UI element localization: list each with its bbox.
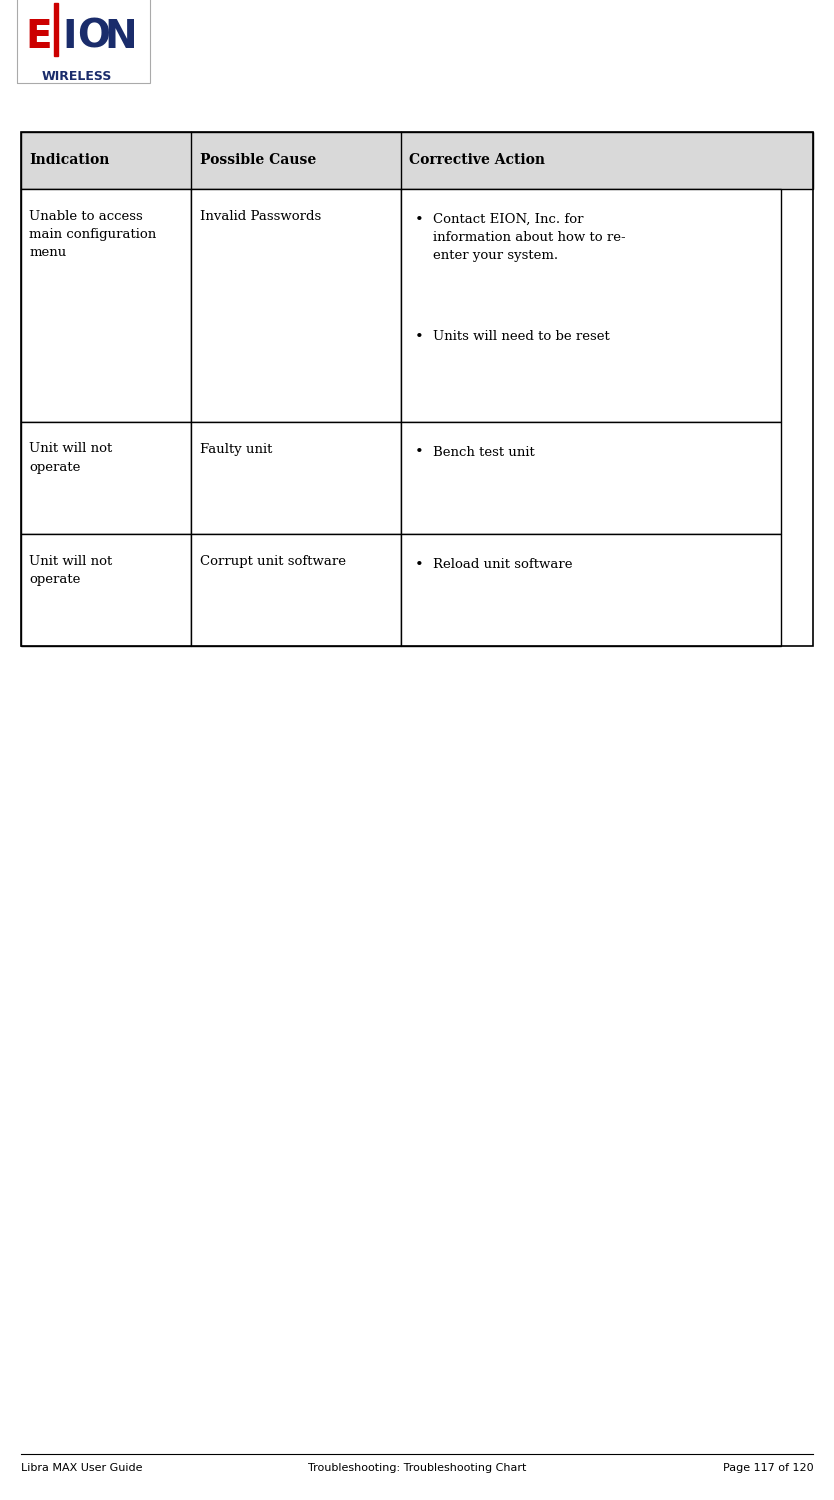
Text: N: N	[104, 18, 137, 56]
Text: Corrupt unit software: Corrupt unit software	[199, 555, 345, 568]
Text: I: I	[63, 18, 77, 56]
Bar	[21, 189, 191, 422]
Text: Units will need to be reset: Units will need to be reset	[433, 330, 610, 344]
Bar	[191, 189, 401, 422]
Bar	[21, 534, 191, 646]
Bar	[401, 189, 781, 422]
Bar	[21, 132, 813, 646]
Text: WIRELESS: WIRELESS	[42, 70, 112, 84]
Text: Invalid Passwords: Invalid Passwords	[199, 210, 321, 224]
Text: Possible Cause: Possible Cause	[199, 153, 316, 168]
Bar	[191, 534, 401, 646]
Text: •: •	[414, 558, 423, 572]
Text: Troubleshooting: Troubleshooting Chart: Troubleshooting: Troubleshooting Chart	[308, 1462, 526, 1473]
Text: Faulty unit: Faulty unit	[199, 442, 272, 456]
Text: Corrective Action: Corrective Action	[409, 153, 545, 168]
Text: Unit will not
operate: Unit will not operate	[29, 555, 113, 586]
Text: Bench test unit: Bench test unit	[433, 446, 535, 459]
Text: Indication: Indication	[29, 153, 109, 168]
Bar	[21, 422, 191, 534]
Text: •: •	[414, 213, 423, 226]
Bar	[54, 3, 58, 55]
Text: O: O	[78, 18, 111, 56]
Text: Unit will not
operate: Unit will not operate	[29, 442, 113, 474]
Bar	[17, 0, 150, 82]
Bar	[21, 132, 813, 189]
Text: Reload unit software: Reload unit software	[433, 558, 572, 572]
Bar	[401, 534, 781, 646]
Text: Unable to access
main configuration
menu: Unable to access main configuration menu	[29, 210, 157, 260]
Bar	[401, 422, 781, 534]
Text: •: •	[414, 446, 423, 459]
Text: Page 117 of 120: Page 117 of 120	[722, 1462, 813, 1473]
Bar	[191, 422, 401, 534]
Text: Libra MAX User Guide: Libra MAX User Guide	[21, 1462, 143, 1473]
Text: E: E	[25, 18, 52, 56]
Text: •: •	[414, 330, 423, 344]
Text: Contact EION, Inc. for
information about how to re-
enter your system.: Contact EION, Inc. for information about…	[433, 213, 626, 262]
